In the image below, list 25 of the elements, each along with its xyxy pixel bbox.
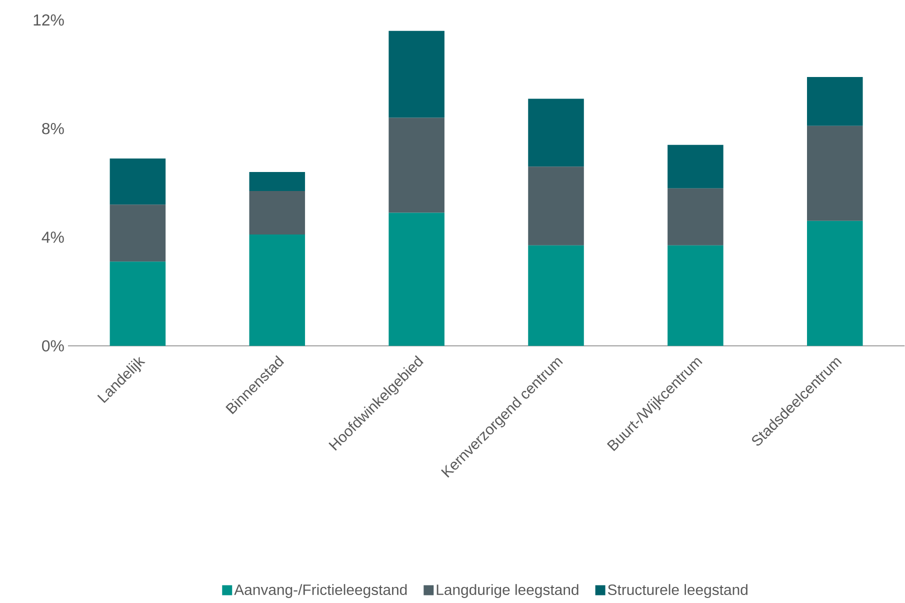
bar <box>668 188 724 246</box>
bar <box>249 191 306 235</box>
y-tick-label: 12% <box>34 14 64 26</box>
bar <box>528 98 584 167</box>
y-tick-label: 8% <box>42 123 64 134</box>
bar <box>388 30 444 118</box>
y-tick-label: 4% <box>42 232 64 243</box>
bar <box>388 212 444 346</box>
legend-label: Langdurige leegstand <box>436 584 578 598</box>
legend-label: Structurele leegstand <box>608 584 748 598</box>
bar <box>528 166 584 246</box>
legend-label: Aanvang-/Frictieleegstand <box>234 584 407 598</box>
bar <box>110 262 166 346</box>
bar <box>668 145 724 188</box>
bar <box>249 234 306 346</box>
bar <box>110 204 166 262</box>
bar <box>807 126 863 222</box>
bar <box>528 246 584 346</box>
bar <box>807 221 863 346</box>
y-tick-label: 0% <box>42 340 64 352</box>
bar <box>110 158 166 205</box>
bar <box>668 246 724 346</box>
bar <box>388 118 444 213</box>
bar <box>807 77 863 126</box>
bar <box>249 172 306 192</box>
